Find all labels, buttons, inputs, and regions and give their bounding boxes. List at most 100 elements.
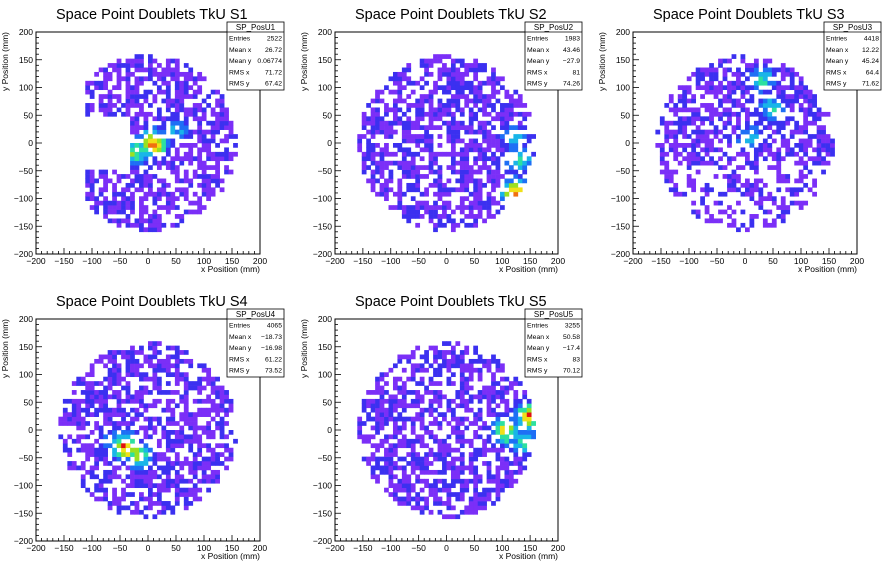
histogram-bin [139,76,144,82]
histogram-bin [392,376,398,382]
histogram-bin [210,187,216,193]
histogram-bin [401,129,407,135]
histogram-bin [798,89,804,95]
histogram-bin [152,398,158,404]
histogram-bin [210,138,216,144]
histogram-bin [143,227,149,233]
histogram-bin [455,421,461,426]
histogram-bin [433,452,438,457]
histogram-bin [522,430,528,435]
histogram-bin [812,134,817,139]
histogram-bin [468,452,474,457]
histogram-bin [379,372,385,378]
histogram-bin [192,80,198,86]
histogram-bin [156,129,162,135]
histogram-bin [491,71,496,77]
histogram-bin [161,456,167,462]
histogram-bin [491,125,496,130]
histogram-bin [170,143,176,148]
histogram-bin [749,67,755,73]
histogram-bin [803,151,809,157]
stats-value: 4065 [267,323,282,330]
histogram-bin [161,430,167,435]
histogram-bin [816,116,822,122]
histogram-bin [143,138,149,144]
histogram-bin [179,120,185,126]
histogram-bin [121,205,126,210]
histogram-bin [401,191,407,197]
histogram-bin [785,85,791,91]
histogram-bin [188,465,194,471]
histogram-bin [812,116,817,122]
histogram-bin [446,107,452,113]
histogram-bin [807,169,813,175]
histogram-bin [183,421,189,426]
histogram-bin [392,447,398,453]
histogram-bin [388,107,394,113]
histogram-bin [121,496,126,502]
histogram-bin [228,125,234,130]
x-tick-label: 100 [197,256,211,266]
histogram-bin [780,63,786,68]
histogram-bin [682,116,688,122]
histogram-bin [125,398,131,404]
histogram-bin [731,71,737,77]
histogram-bin [192,191,198,197]
histogram-bin [486,205,492,210]
histogram-bin [219,430,225,435]
histogram-bin [477,143,483,148]
histogram-bin [477,191,483,197]
histogram-bin [143,416,149,422]
histogram-bin [112,187,117,193]
histogram-bin [192,107,198,113]
histogram-bin [375,107,380,113]
histogram-bin [406,403,412,409]
histogram-bin [112,94,117,99]
histogram-bin [107,394,113,400]
histogram-bin [125,412,131,417]
histogram-bin [406,452,412,457]
histogram-bin [709,143,714,148]
histogram-bin [89,367,95,373]
histogram-bin [419,147,425,153]
histogram-bin [107,103,113,108]
histogram-bin [170,407,176,413]
histogram-bin [495,80,501,86]
histogram-bin [513,134,519,139]
histogram-bin [384,447,389,453]
histogram-bin [753,71,759,77]
histogram-bin [718,58,723,64]
histogram-bin [780,196,786,202]
histogram-bin [89,94,95,99]
histogram-bin [107,111,113,117]
histogram-bin [103,174,108,179]
histogram-bin [437,58,443,64]
histogram-bin [107,474,113,480]
histogram-bin [192,209,198,215]
histogram-bin [174,76,180,82]
histogram-bin [428,156,434,162]
histogram-bin [197,174,203,179]
histogram-bin [112,350,117,355]
histogram-bin [428,430,434,435]
histogram-bin [415,222,421,228]
histogram-bin [134,54,140,59]
histogram-bin [513,398,519,404]
histogram-bin [219,394,225,400]
histogram-bin [161,501,167,506]
histogram-bin [62,443,68,449]
x-tick-label: −150 [353,256,372,266]
histogram-bin [419,174,425,179]
histogram-bin [130,147,135,153]
histogram-bin [682,107,688,113]
histogram-bin [695,151,701,157]
histogram-bin [513,412,519,417]
histogram-bin [219,103,225,108]
histogram-bin [473,71,479,77]
histogram-bin [709,129,714,135]
histogram-bin [677,116,683,122]
histogram-bin [758,178,764,184]
histogram-bin [673,129,679,135]
histogram-bin [80,376,86,382]
